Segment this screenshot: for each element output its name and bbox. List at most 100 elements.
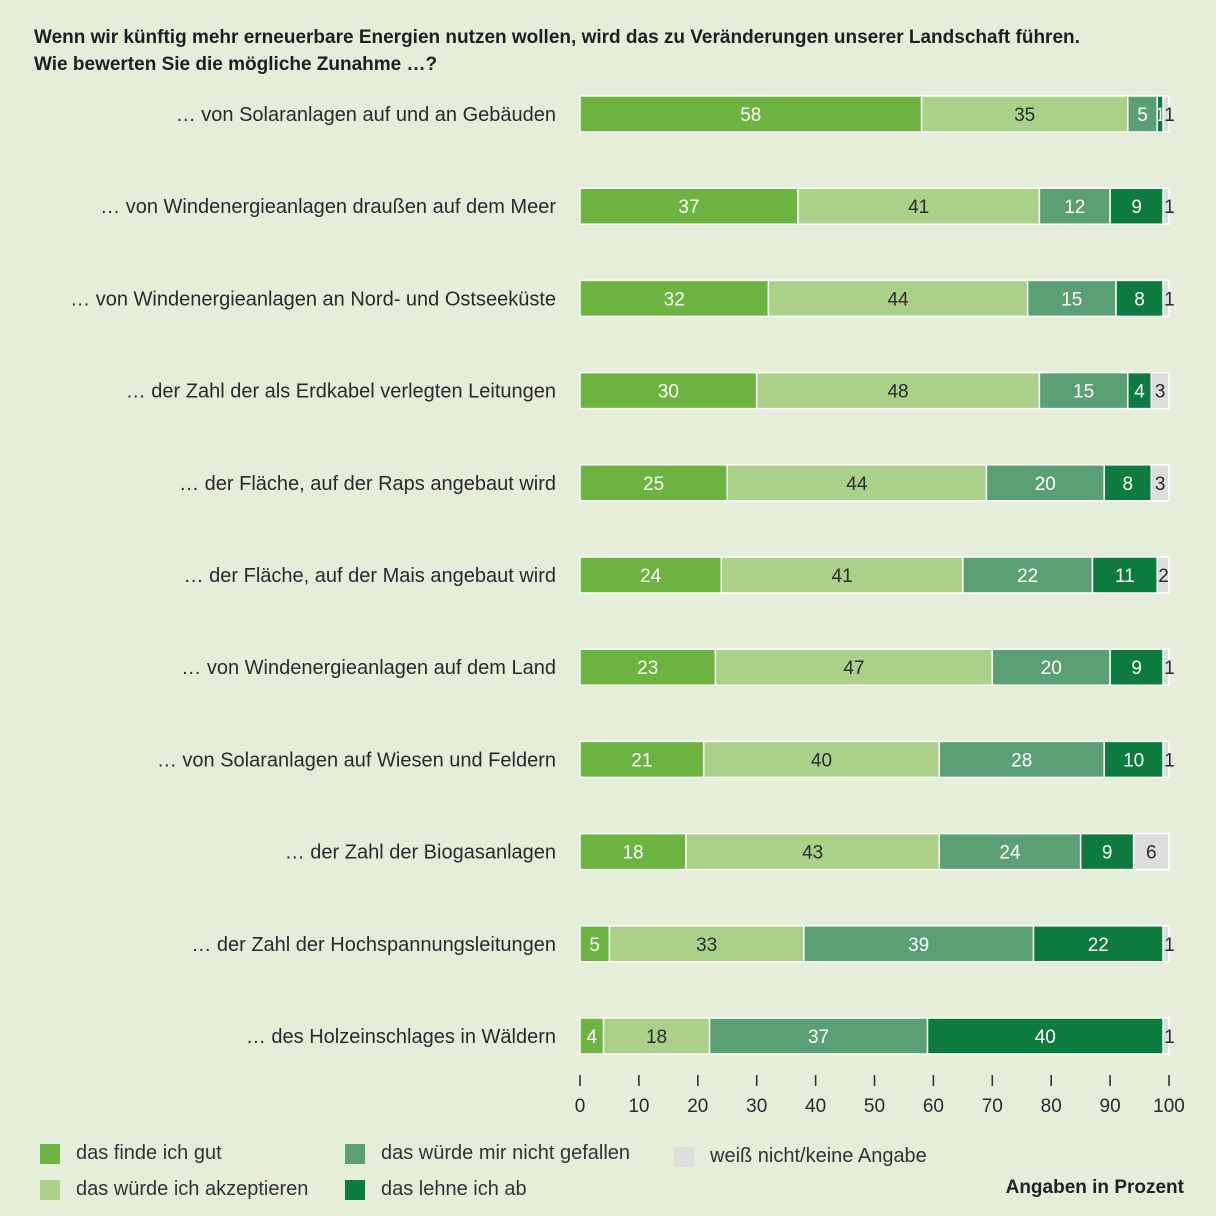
category-label: … der Zahl der Hochspannungsleitungen: [191, 934, 556, 956]
data-label: 33: [696, 935, 717, 956]
data-label: 39: [908, 935, 929, 956]
data-label: 5: [589, 935, 600, 956]
unit-note: Angaben in Prozent: [1005, 1177, 1184, 1198]
category-label: … der Fläche, auf der Raps angebaut wird: [179, 473, 556, 495]
data-label: 35: [1014, 105, 1035, 126]
bar-segment: [720, 556, 964, 594]
data-label: 47: [843, 658, 864, 679]
data-label: 8: [1134, 289, 1145, 310]
subtitle-line: Wie bewerten Sie die mögliche Zunahme …?: [34, 54, 438, 75]
data-label: 23: [637, 658, 658, 679]
legend-swatch: [345, 1179, 365, 1200]
data-label: 22: [1017, 566, 1038, 587]
data-label: 2: [1158, 566, 1169, 587]
bar-segment: [926, 1017, 1164, 1055]
x-tick-label: 70: [982, 1096, 1003, 1117]
data-label: 24: [999, 843, 1021, 864]
data-label: 4: [586, 1027, 597, 1048]
category-label: … von Windenergieanlagen auf dem Land: [181, 657, 556, 679]
data-label: 41: [832, 566, 853, 587]
data-label: 15: [1061, 289, 1082, 310]
bar-segment: [1150, 371, 1170, 410]
x-tick-label: 80: [1041, 1096, 1062, 1117]
bar-segment: [1091, 556, 1158, 594]
data-label: 12: [1064, 197, 1085, 218]
legend-label: das würde ich akzeptieren: [76, 1178, 309, 1200]
bar-segment: [579, 556, 723, 594]
bar-segment: [803, 925, 1035, 963]
bar-segment: [1103, 740, 1164, 779]
data-label: 1: [1164, 750, 1175, 771]
data-label: 30: [658, 382, 679, 403]
bar-segment: [579, 464, 728, 502]
x-tick-label: 0: [575, 1096, 586, 1117]
x-tick-label: 30: [746, 1096, 767, 1117]
data-label: 8: [1122, 474, 1133, 495]
legend-swatch: [674, 1146, 694, 1167]
data-label: 3: [1155, 474, 1166, 495]
legend-label: das finde ich gut: [76, 1142, 222, 1164]
bar-segment: [1162, 95, 1170, 133]
data-label: 3: [1155, 382, 1166, 403]
bar-segment: [685, 832, 941, 871]
category-label: … der Fläche, auf der Mais angebaut wird: [184, 565, 556, 587]
category-label: … von Windenergieanlagen draußen auf dem…: [100, 196, 556, 218]
data-label: 41: [908, 197, 929, 218]
bar-segment: [1162, 1017, 1170, 1055]
data-label: 25: [643, 474, 664, 495]
legend-item-lehne-ab: das lehne ich ab: [345, 1178, 527, 1201]
legend-swatch: [40, 1143, 60, 1164]
data-label: 1: [1155, 105, 1166, 126]
legend-item-gut: das finde ich gut: [40, 1142, 222, 1165]
data-label: 44: [887, 289, 909, 310]
data-label: 15: [1073, 382, 1094, 403]
bar-segment: [579, 832, 687, 871]
legend-item-akzeptieren: das würde ich akzeptieren: [40, 1178, 308, 1201]
category-label: … von Solaranlagen auf Wiesen und Felder…: [157, 749, 556, 771]
bar-segment: [797, 187, 1041, 225]
legend-swatch: [345, 1143, 365, 1164]
data-label: 1: [1164, 658, 1175, 679]
bar-segment: [1109, 648, 1164, 686]
bar-segment: [1032, 925, 1164, 963]
bar-segment: [579, 371, 758, 410]
data-label: 22: [1088, 935, 1109, 956]
data-label: 20: [1035, 474, 1056, 495]
bar-segment: [1132, 832, 1170, 871]
data-label: 18: [646, 1027, 667, 1048]
title-line: Wenn wir künftig mehr erneuerbare Energi…: [34, 27, 1080, 48]
legend-item-weiss-nicht: weiß nicht/keine Angabe: [674, 1145, 927, 1168]
data-label: 40: [1035, 1027, 1056, 1048]
data-label: 1: [1164, 289, 1175, 310]
data-label: 44: [846, 474, 868, 495]
data-label: 58: [740, 105, 761, 126]
bar-segment: [579, 187, 799, 225]
bar-segment: [579, 740, 705, 779]
x-tick-label: 20: [687, 1096, 708, 1117]
legend-label: weiß nicht/keine Angabe: [710, 1145, 927, 1167]
bar-segment: [608, 925, 805, 963]
bar-segment: [579, 279, 770, 318]
bar-segment: [1127, 95, 1158, 133]
legend-label: das lehne ich ab: [381, 1178, 527, 1200]
category-label: … von Solaranlagen auf und an Gebäuden: [176, 104, 556, 126]
data-label: 9: [1131, 197, 1142, 218]
x-tick-label: 90: [1100, 1096, 1121, 1117]
data-label: 24: [640, 566, 662, 587]
bar-segment: [755, 371, 1041, 410]
category-label: … der Zahl der Biogasanlagen: [285, 842, 556, 864]
data-label: 10: [1123, 750, 1144, 771]
data-label: 28: [1011, 750, 1032, 771]
bar-segment: [602, 1017, 711, 1055]
bar-segment: [579, 648, 717, 686]
x-tick-label: 100: [1153, 1096, 1185, 1117]
data-label: 37: [808, 1027, 829, 1048]
bar-segment: [579, 95, 923, 133]
data-label: 9: [1102, 843, 1113, 864]
x-tick-label: 10: [628, 1096, 649, 1117]
data-label: 43: [802, 843, 823, 864]
data-label: 5: [1137, 105, 1148, 126]
category-label: … der Zahl der als Erdkabel verlegten Le…: [126, 381, 556, 403]
data-label: 1: [1164, 935, 1175, 956]
